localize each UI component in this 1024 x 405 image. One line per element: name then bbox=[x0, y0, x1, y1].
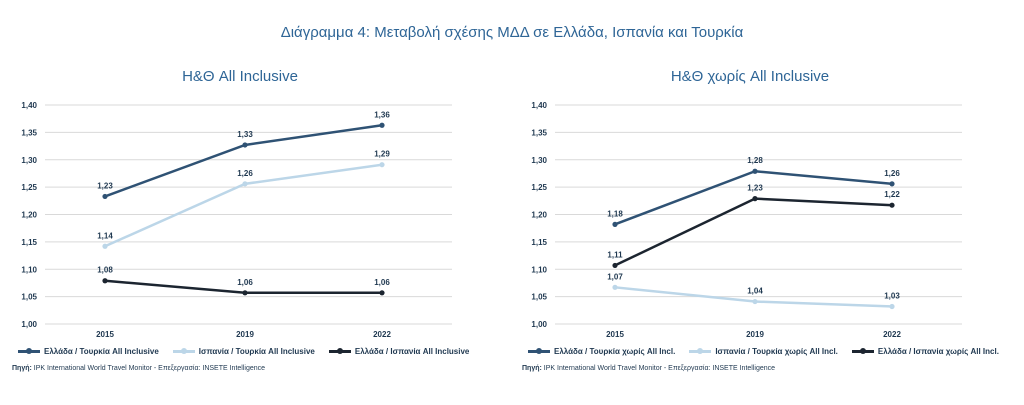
y-tick-label: 1,40 bbox=[21, 101, 37, 110]
data-label: 1,33 bbox=[237, 130, 253, 139]
x-tick-label: 2015 bbox=[606, 330, 624, 339]
source-text: IPK International World Travel Monitor -… bbox=[33, 365, 266, 372]
data-label: 1,07 bbox=[607, 272, 623, 281]
y-tick-label: 1,05 bbox=[21, 293, 37, 302]
line-chart: 1,00 1,05 1,10 1,15 1,20 1,25 1,30 1,35 1,40 2015… bbox=[531, 101, 962, 339]
legend-item: Ισπανία / Τουρκία χωρίς All Incl. bbox=[689, 347, 838, 356]
data-point bbox=[379, 290, 385, 296]
data-label: 1,14 bbox=[97, 231, 113, 240]
legend: Ελλάδα / Τουρκία χωρίς All Incl. Ισπανία… bbox=[528, 347, 999, 356]
y-tick-label: 1,00 bbox=[531, 320, 547, 329]
data-label: 1,26 bbox=[237, 169, 253, 178]
x-tick-label: 2022 bbox=[373, 330, 391, 339]
x-tick-label: 2019 bbox=[746, 330, 764, 339]
legend-item: Ελλάδα / Τουρκία All Inclusive bbox=[18, 347, 159, 356]
y-tick-label: 1,35 bbox=[21, 128, 37, 137]
y-tick-label: 1,30 bbox=[531, 156, 547, 165]
y-tick-label: 1,20 bbox=[531, 211, 547, 220]
data-point bbox=[612, 221, 618, 227]
source-note: Πηγή: IPK International World Travel Mon… bbox=[522, 365, 775, 372]
data-label: 1,26 bbox=[884, 169, 900, 178]
y-tick-label: 1,00 bbox=[21, 320, 37, 329]
y-tick-label: 1,35 bbox=[531, 128, 547, 137]
data-label: 1,06 bbox=[237, 278, 253, 287]
data-label: 1,06 bbox=[374, 278, 390, 287]
legend-item: Ελλάδα / Τουρκία χωρίς All Incl. bbox=[528, 347, 675, 356]
y-tick-label: 1,15 bbox=[21, 238, 37, 247]
data-label: 1,11 bbox=[607, 250, 623, 259]
data-label: 1,23 bbox=[97, 181, 113, 190]
data-label: 1,28 bbox=[747, 156, 763, 165]
data-point bbox=[242, 290, 248, 296]
chart-panel-without-all-inclusive: Η&Θ χωρίς All Inclusive 1,00 1,05 1,10 1,15… bbox=[510, 60, 999, 390]
line-chart: 1,00 1,05 1,10 1,15 1,20 1,25 1,30 1,35 1,40 2015… bbox=[21, 101, 452, 339]
data-label: 1,18 bbox=[607, 209, 623, 218]
y-tick-label: 1,25 bbox=[21, 183, 37, 192]
source-label: Πηγή: bbox=[522, 365, 542, 372]
legend-swatch-icon bbox=[18, 348, 40, 354]
data-label: 1,08 bbox=[97, 266, 113, 275]
data-label: 1,36 bbox=[374, 110, 390, 119]
y-tick-label: 1,20 bbox=[21, 211, 37, 220]
data-point bbox=[752, 196, 758, 202]
legend-swatch-icon bbox=[328, 348, 351, 354]
y-tick-label: 1,05 bbox=[531, 293, 547, 302]
x-tick-label: 2022 bbox=[883, 330, 901, 339]
legend-label: Ελλάδα / Ισπανία χωρίς All Incl. bbox=[877, 347, 999, 356]
legend-label: Ισπανία / Τουρκία χωρίς All Incl. bbox=[715, 347, 838, 356]
chart-title: Η&Θ χωρίς All Inclusive bbox=[670, 68, 830, 85]
chart-panel-all-inclusive: Η&Θ All Inclusive 1,00 1,05 1,10 1,15 1,20 1,… bbox=[0, 60, 480, 390]
data-point bbox=[102, 193, 108, 200]
y-tick-label: 1,40 bbox=[531, 101, 547, 110]
data-point bbox=[889, 202, 895, 208]
data-point bbox=[889, 181, 895, 187]
legend: Ελλάδα / Τουρκία All Inclusive Ισπανία /… bbox=[18, 347, 469, 356]
source-note: Πηγή: IPK International World Travel Mon… bbox=[12, 365, 265, 372]
y-tick-label: 1,25 bbox=[531, 183, 547, 192]
data-point bbox=[379, 122, 385, 128]
y-tick-label: 1,10 bbox=[21, 265, 37, 274]
source-text: IPK International World Travel Monitor -… bbox=[543, 365, 776, 372]
data-label: 1,22 bbox=[884, 190, 900, 199]
data-point bbox=[889, 303, 895, 310]
legend-swatch-icon bbox=[851, 348, 874, 354]
data-point bbox=[379, 162, 385, 168]
y-tick-label: 1,15 bbox=[531, 238, 547, 247]
legend-swatch-icon bbox=[172, 348, 195, 354]
data-label: 1,03 bbox=[884, 291, 900, 300]
x-tick-label: 2015 bbox=[96, 330, 114, 339]
data-label: 1,23 bbox=[747, 184, 763, 193]
legend-label: Ελλάδα / Ισπανία All Inclusive bbox=[354, 347, 470, 356]
legend-item: Ελλάδα / Ισπανία χωρίς All Incl. bbox=[851, 347, 999, 356]
data-point bbox=[752, 298, 758, 305]
data-label: 1,29 bbox=[374, 150, 390, 159]
y-tick-label: 1,30 bbox=[21, 156, 37, 165]
data-point bbox=[102, 243, 108, 249]
legend-label: Ελλάδα / Τουρκία All Inclusive bbox=[44, 347, 159, 356]
data-point bbox=[752, 168, 758, 174]
data-point bbox=[612, 284, 618, 290]
legend-swatch-icon bbox=[689, 348, 712, 354]
data-point bbox=[102, 278, 108, 284]
data-point bbox=[242, 142, 248, 148]
data-point bbox=[242, 181, 248, 187]
legend-label: Ελλάδα / Τουρκία χωρίς All Incl. bbox=[554, 347, 676, 356]
source-label: Πηγή: bbox=[12, 365, 32, 372]
legend-item: Ισπανία / Τουρκία All Inclusive bbox=[172, 347, 315, 356]
legend-swatch-icon bbox=[528, 348, 550, 354]
data-label: 1,04 bbox=[747, 287, 763, 296]
x-tick-label: 2019 bbox=[236, 330, 254, 339]
y-tick-label: 1,10 bbox=[531, 265, 547, 274]
chart-title: Η&Θ All Inclusive bbox=[182, 68, 298, 85]
data-point bbox=[612, 262, 618, 269]
legend-item: Ελλάδα / Ισπανία All Inclusive bbox=[328, 347, 470, 356]
main-title: Διάγραμμα 4: Μεταβολή σχέσης ΜΔΔ σε Ελλά… bbox=[280, 24, 744, 41]
legend-label: Ισπανία / Τουρκία All Inclusive bbox=[198, 347, 315, 356]
